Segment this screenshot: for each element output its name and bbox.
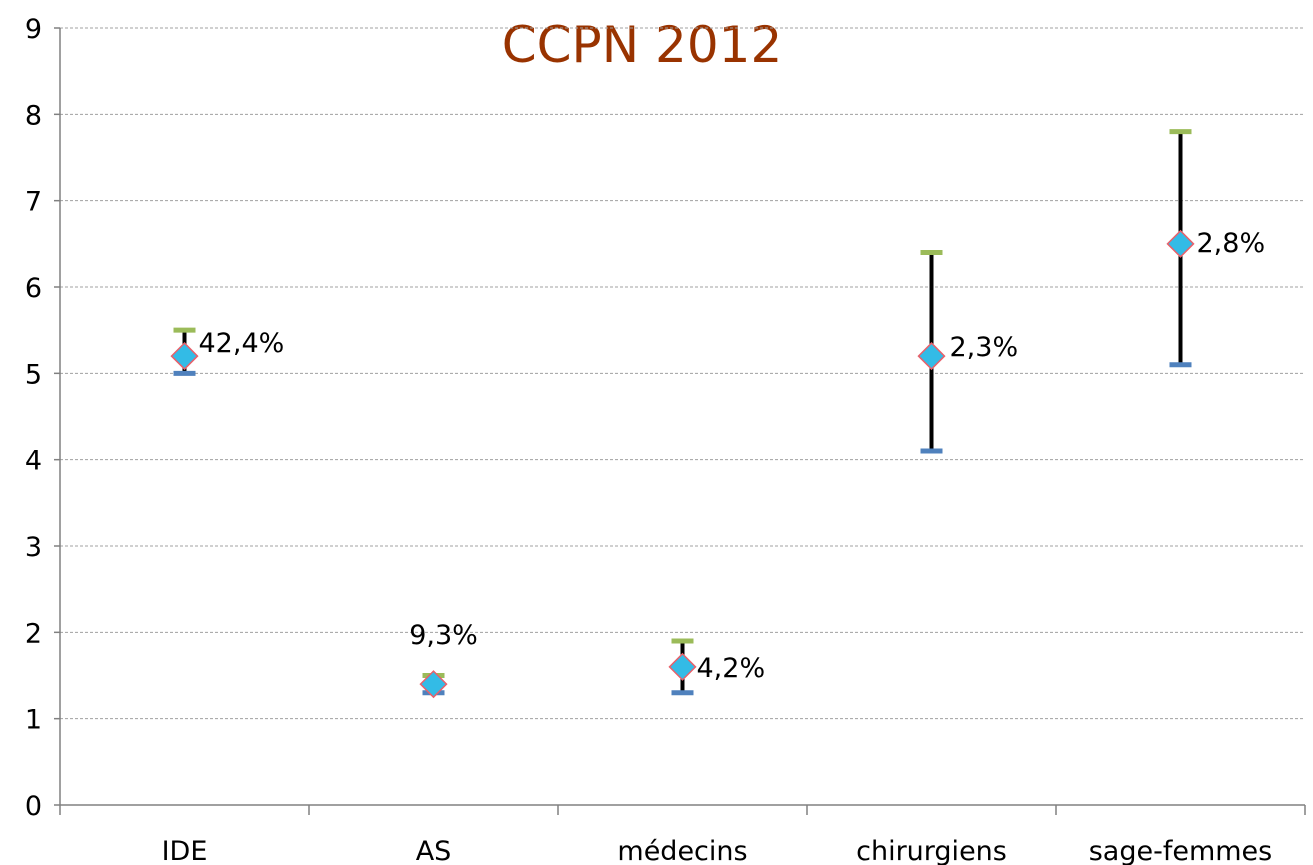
data-label-4: 2,8% <box>1197 228 1266 259</box>
y-tick-label-2: 2 <box>25 618 42 649</box>
y-tick-label-8: 8 <box>25 100 42 131</box>
x-tick-label-1: AS <box>416 836 452 865</box>
axes <box>54 27 1306 815</box>
y-tick-label-5: 5 <box>25 359 42 390</box>
y-tick-label-0: 0 <box>25 791 42 822</box>
x-tick-label-4: sage-femmes <box>1089 836 1273 865</box>
y-tick-label-3: 3 <box>25 532 42 563</box>
data-point-2 <box>668 652 697 681</box>
data-point-1 <box>419 670 448 699</box>
data-label-1: 9,3% <box>409 620 478 651</box>
y-tick-label-1: 1 <box>25 705 42 736</box>
data-points <box>170 229 1195 699</box>
data-label-2: 4,2% <box>697 653 766 684</box>
error-bars <box>173 129 1192 696</box>
data-point-0 <box>170 342 199 371</box>
chart-title: CCPN 2012 <box>502 16 783 74</box>
y-tick-label-9: 9 <box>25 14 42 45</box>
data-label-3: 2,3% <box>950 332 1019 363</box>
data-label-0: 42,4% <box>199 328 285 359</box>
x-category-labels: IDE AS médecins chirurgiens sage-femmes <box>162 836 1273 865</box>
data-point-4 <box>1166 229 1195 258</box>
y-tick-label-7: 7 <box>25 187 42 218</box>
y-tick-label-4: 4 <box>25 446 42 477</box>
data-labels: 42,4% 9,3% 4,2% 2,3% 2,8% <box>199 228 1266 684</box>
y-tick-label-6: 6 <box>25 273 42 304</box>
x-tick-label-3: chirurgiens <box>856 836 1007 865</box>
y-tick-labels: 0 1 2 3 4 5 6 7 8 9 <box>25 14 42 822</box>
data-point-3 <box>917 342 946 371</box>
gridlines <box>60 27 1305 720</box>
x-tick-label-2: médecins <box>617 836 747 865</box>
x-tick-label-0: IDE <box>162 836 208 865</box>
